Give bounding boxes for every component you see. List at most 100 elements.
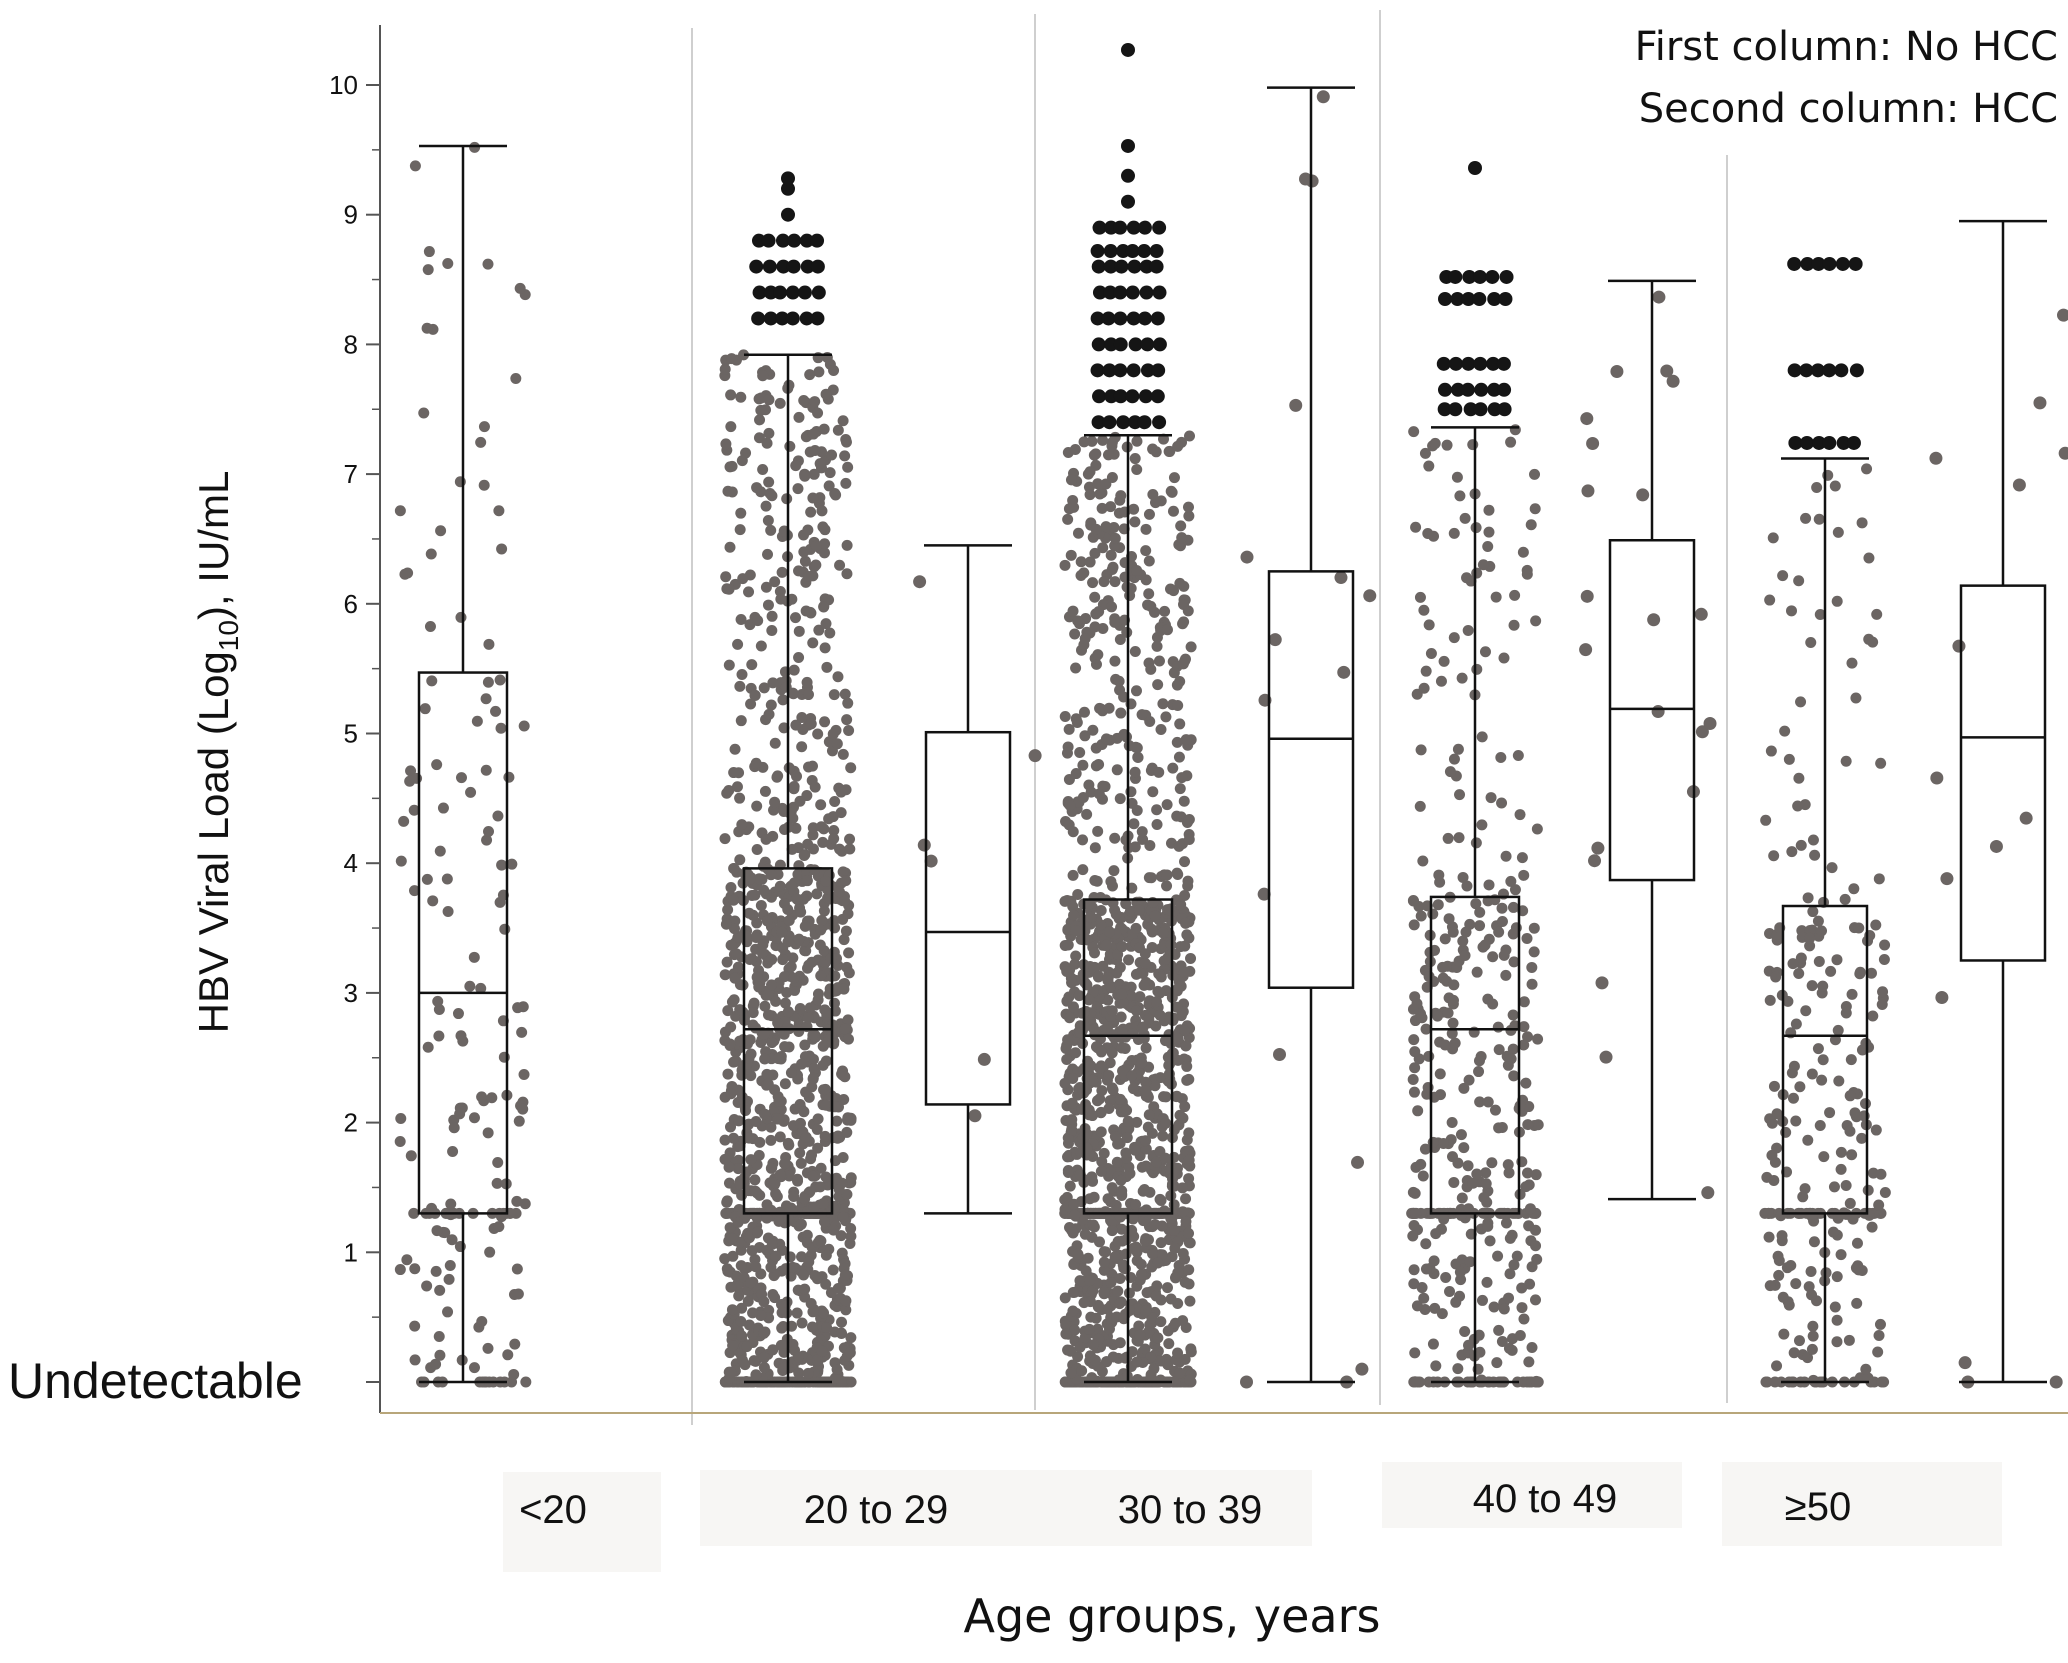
outlier-point [1473, 356, 1488, 371]
data-point [757, 947, 769, 959]
data-point [1808, 1236, 1820, 1248]
data-point [1183, 1264, 1195, 1276]
outlier-point [1114, 259, 1129, 274]
legend-entry: First column: No HCC [1635, 24, 2058, 70]
data-point [791, 893, 803, 905]
data-point [808, 1063, 820, 1075]
data-point [405, 1150, 417, 1162]
data-point [1118, 1313, 1130, 1325]
outlier-point [1139, 259, 1154, 274]
data-point [409, 1320, 421, 1332]
data-point [1440, 1272, 1452, 1284]
data-point [1760, 814, 1772, 826]
data-point [405, 765, 417, 777]
data-point [1529, 503, 1541, 515]
data-point [1446, 1028, 1458, 1040]
data-point [1523, 1356, 1535, 1368]
data-point [840, 925, 852, 937]
data-point [1098, 1246, 1110, 1258]
data-point [917, 838, 931, 852]
data-point [482, 258, 494, 270]
data-point [1489, 1104, 1501, 1116]
data-point [831, 1363, 843, 1375]
data-point [815, 970, 827, 982]
data-point [801, 875, 813, 887]
data-point [1793, 968, 1805, 980]
data-point [1483, 504, 1495, 516]
data-point [1134, 1329, 1146, 1341]
data-point [1086, 1171, 1098, 1183]
data-point [1129, 646, 1141, 658]
box-iqr [742, 867, 834, 1215]
data-point [779, 1158, 791, 1170]
data-point [1068, 1198, 1080, 1210]
data-point [1437, 961, 1449, 973]
data-point [748, 997, 760, 1009]
data-point [1168, 1225, 1180, 1237]
data-point [1804, 925, 1816, 937]
data-point [1109, 1131, 1121, 1143]
data-point [422, 264, 434, 276]
data-point [1438, 1213, 1450, 1225]
data-point [1091, 1095, 1103, 1107]
data-point [723, 583, 735, 595]
data-point [1116, 1042, 1128, 1054]
data-point [823, 480, 835, 492]
data-point [1103, 1070, 1115, 1082]
data-point [805, 718, 817, 730]
data-point [478, 421, 490, 433]
data-point [1511, 1250, 1523, 1262]
data-point [1086, 1372, 1098, 1384]
outlier-point [749, 259, 764, 274]
data-point [1116, 1185, 1128, 1197]
data-point [1149, 910, 1161, 922]
data-point [795, 1157, 807, 1169]
data-point [722, 904, 734, 916]
data-point [1422, 528, 1434, 540]
data-point [1143, 588, 1155, 600]
data-point [1490, 591, 1502, 603]
data-point [1794, 1081, 1806, 1093]
data-point [1159, 605, 1171, 617]
data-point [815, 924, 827, 936]
data-point [828, 1224, 840, 1236]
data-point [1525, 519, 1537, 531]
data-point [745, 698, 757, 710]
data-point [732, 1141, 744, 1153]
data-point [1079, 633, 1091, 645]
data-point [1484, 1235, 1496, 1247]
data-point [769, 1177, 781, 1189]
data-point [1778, 1328, 1790, 1340]
data-point [1854, 1372, 1866, 1384]
data-point [1507, 1009, 1519, 1021]
data-point [1117, 1065, 1129, 1077]
data-point [753, 981, 765, 993]
data-point [1062, 939, 1074, 951]
data-point [1126, 1070, 1138, 1082]
data-point [1184, 1374, 1196, 1386]
data-point [1432, 1010, 1444, 1022]
data-point [516, 1026, 528, 1038]
data-point [1483, 526, 1495, 538]
outlier-point [1473, 269, 1488, 284]
data-point [745, 1277, 757, 1289]
data-point [1155, 1237, 1167, 1249]
data-point [1444, 766, 1456, 778]
data-point [1173, 751, 1185, 763]
data-point [1473, 1055, 1485, 1067]
data-point [1171, 1001, 1183, 1013]
outlier-point [1848, 256, 1863, 271]
data-point [492, 810, 504, 822]
outlier-point [810, 311, 825, 326]
data-point [1128, 503, 1140, 515]
data-point [725, 1021, 737, 1033]
data-point [1137, 1215, 1149, 1227]
data-point [815, 799, 827, 811]
data-point [803, 959, 815, 971]
data-point [831, 738, 843, 750]
data-point [1161, 880, 1173, 892]
outlier-point [1152, 337, 1167, 352]
data-point [1257, 887, 1271, 901]
data-point [726, 1233, 738, 1245]
data-point [1408, 919, 1420, 931]
